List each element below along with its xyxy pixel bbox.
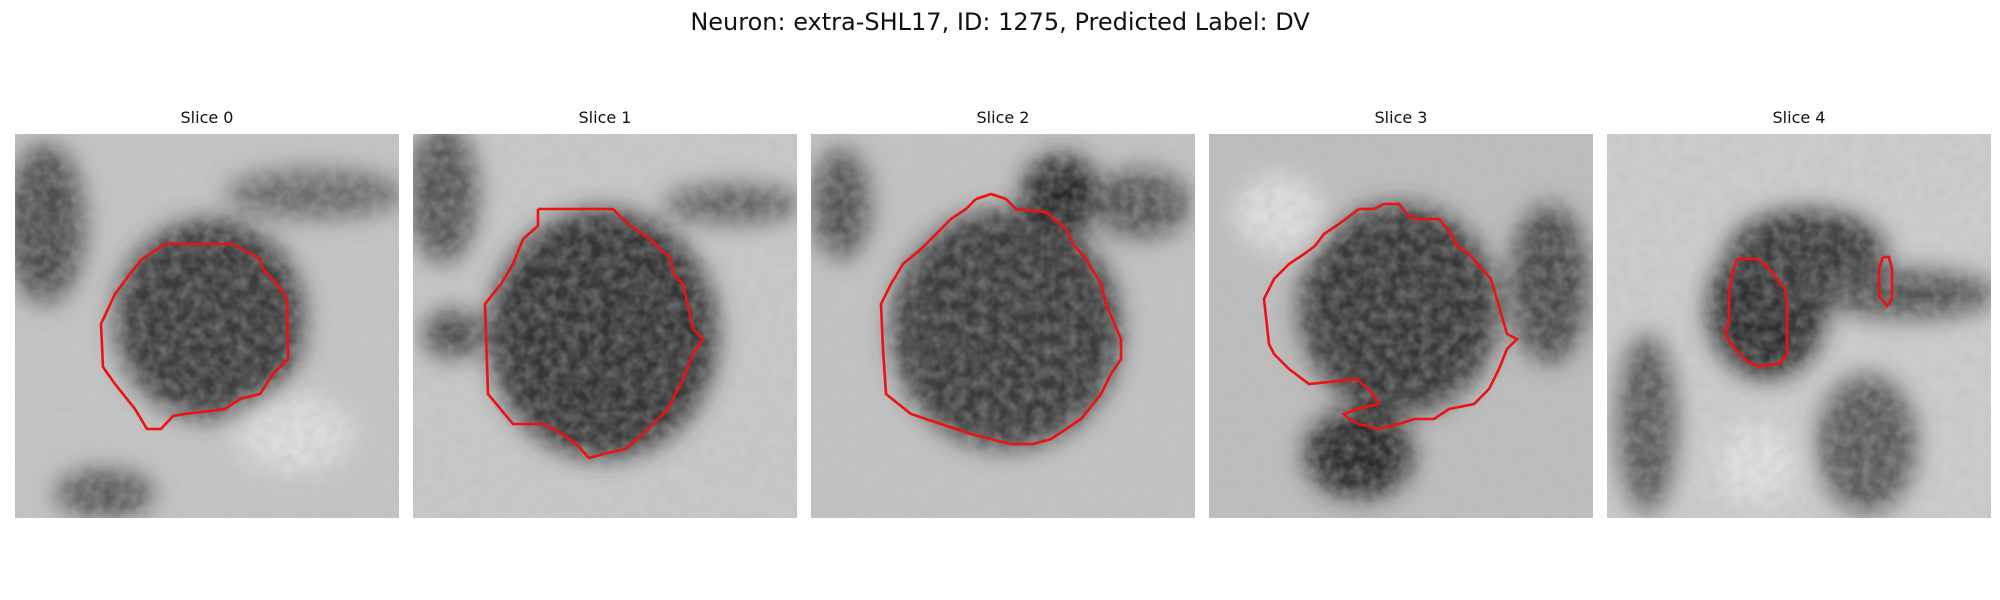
slice-title: Slice 4 [1772, 108, 1826, 127]
slice-image [15, 134, 399, 518]
slice-title: Slice 3 [1374, 108, 1428, 127]
contour [1877, 255, 1894, 309]
contour [1262, 202, 1520, 431]
figure-title: Neuron: extra-SHL17, ID: 1275, Predicted… [690, 8, 1310, 36]
contour [1723, 257, 1789, 368]
slice-title: Slice 0 [180, 108, 234, 127]
slice-image [1209, 134, 1593, 518]
slice-image [413, 134, 797, 518]
contour [483, 207, 705, 460]
slice-title: Slice 1 [578, 108, 632, 127]
slice-image [1607, 134, 1991, 518]
contour [99, 242, 290, 431]
slice-title: Slice 2 [976, 108, 1030, 127]
slice-image [811, 134, 1195, 518]
contour [879, 192, 1123, 446]
